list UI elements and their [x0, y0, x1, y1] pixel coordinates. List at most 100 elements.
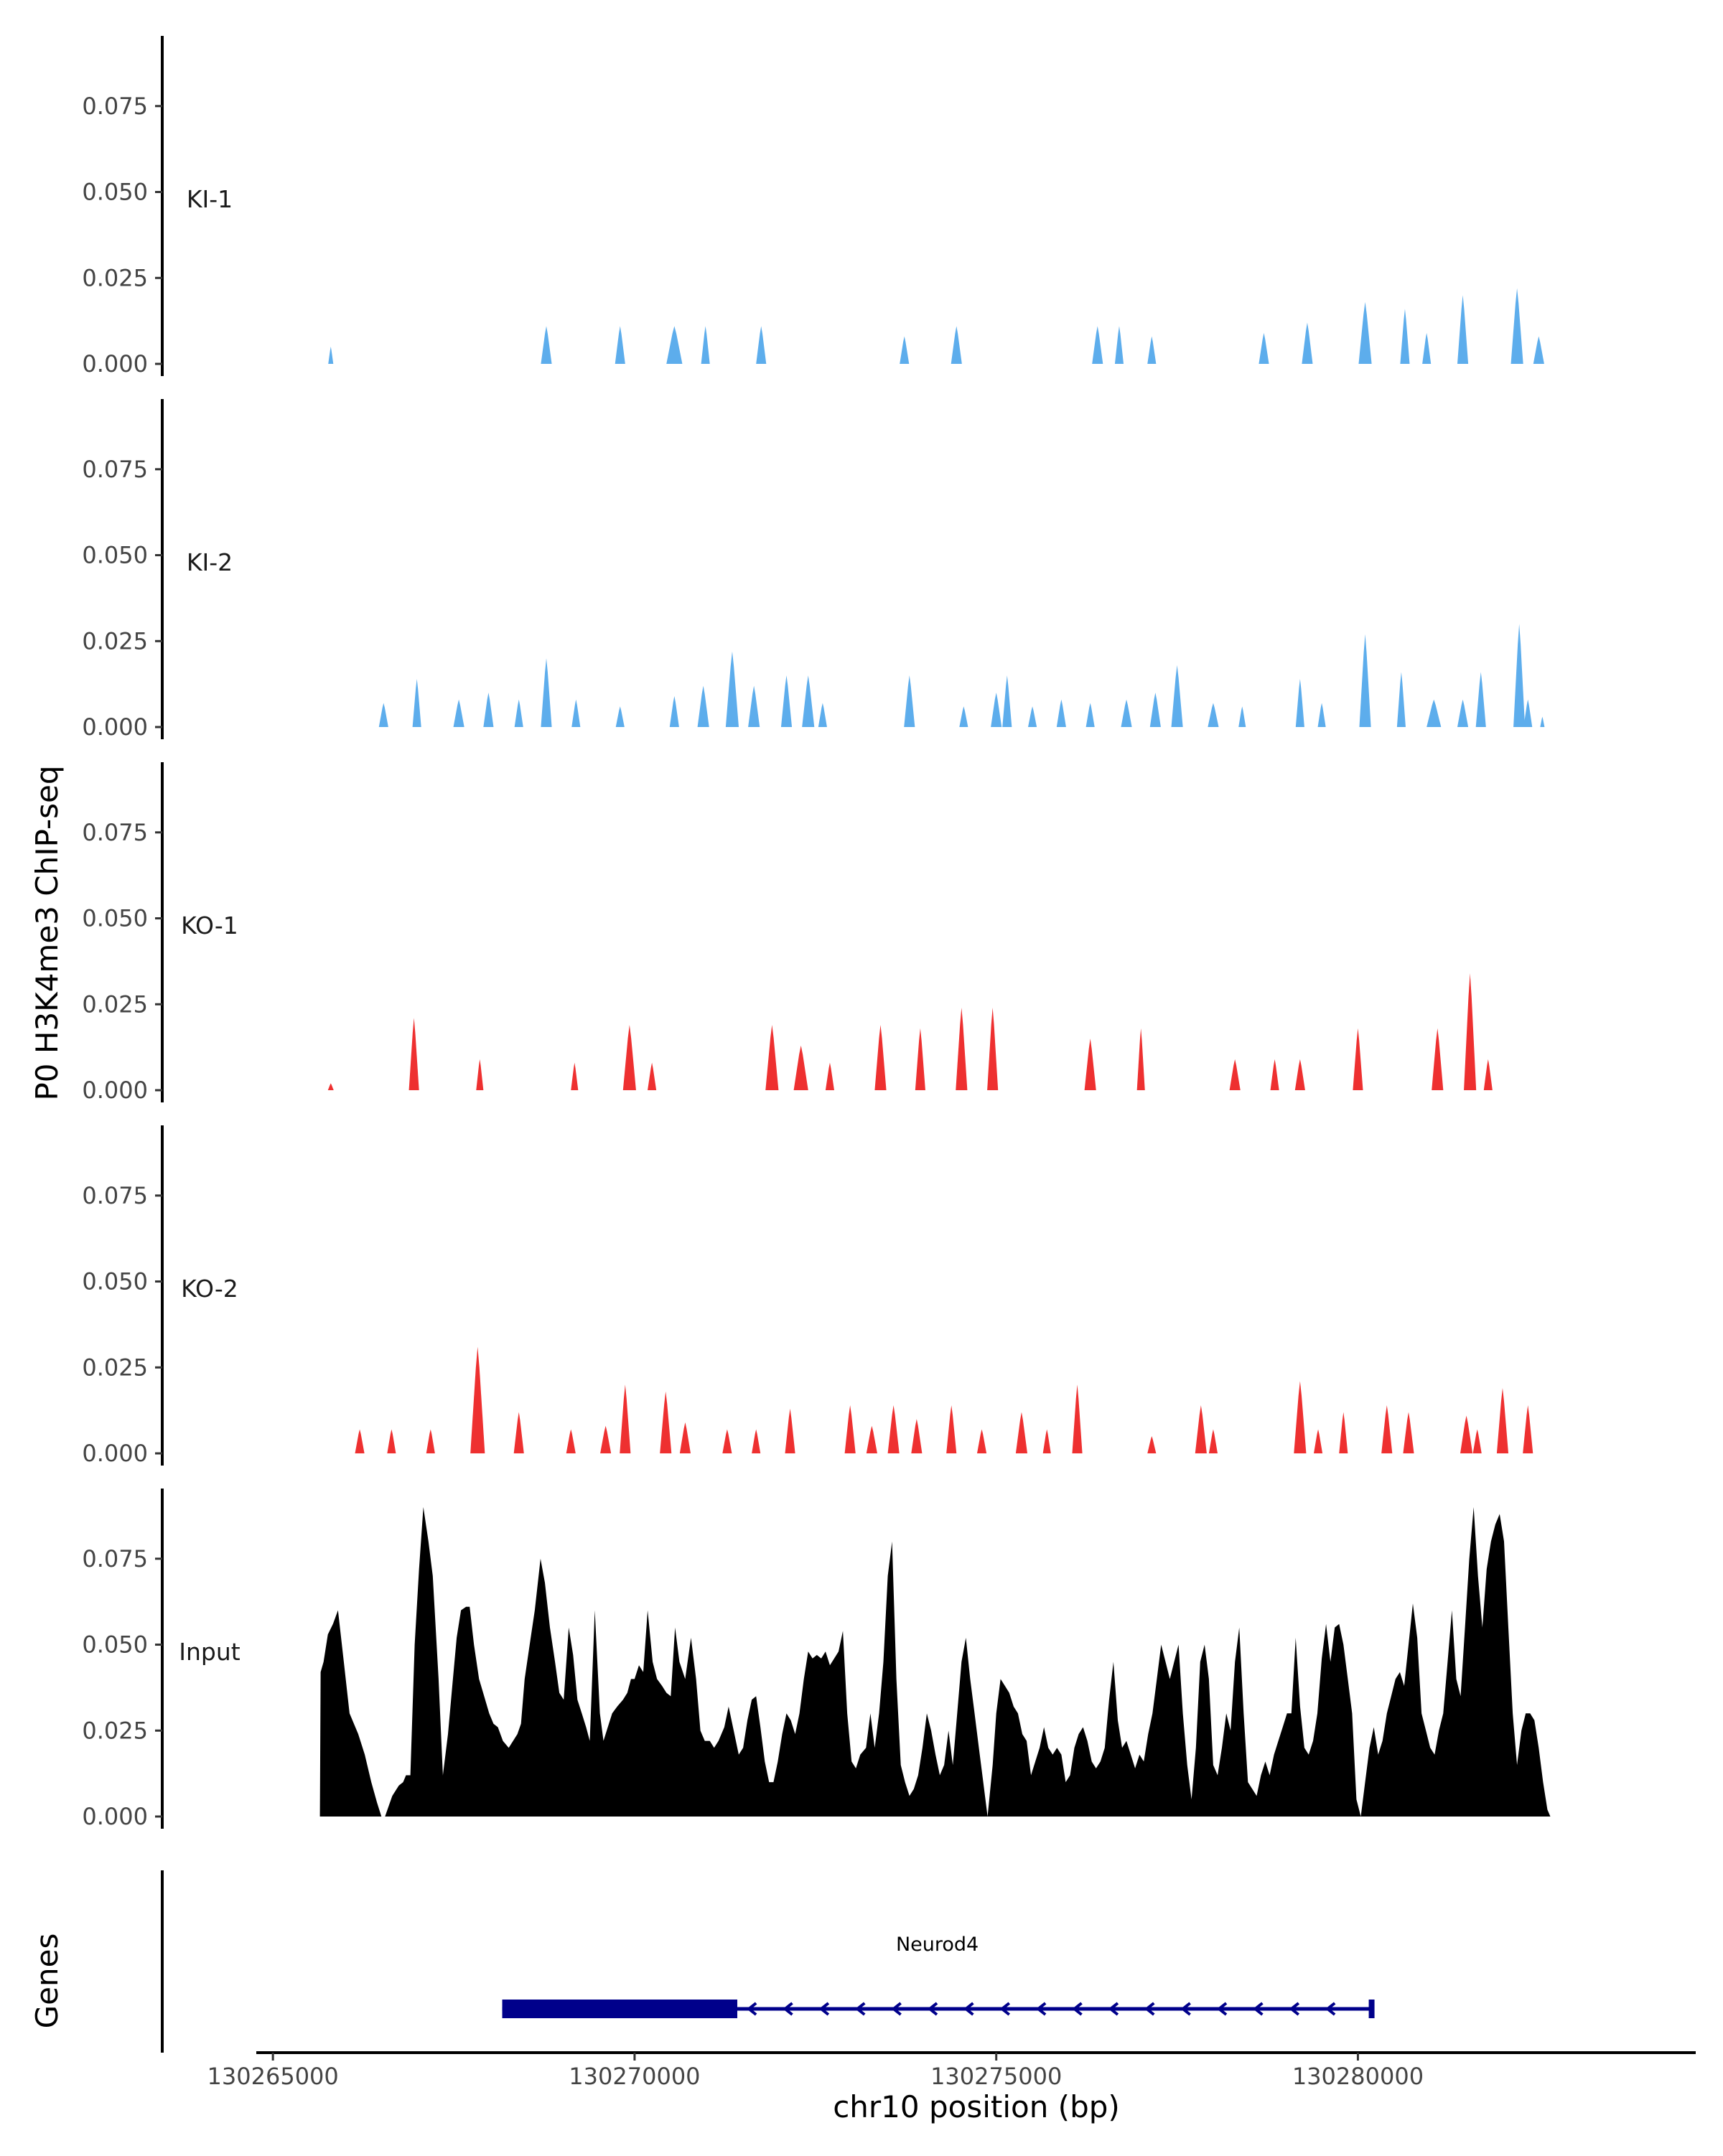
- y-tick-label: 0.050: [82, 179, 148, 206]
- signal-peak: [1259, 332, 1269, 364]
- signal-peak: [679, 1422, 691, 1453]
- track-label: KO-2: [181, 1275, 238, 1303]
- signal-peak: [1171, 665, 1183, 727]
- signal-peak: [566, 1429, 576, 1453]
- strand-arrow: [999, 2002, 1011, 2016]
- signal-peak: [412, 678, 421, 727]
- y-tick-label: 0.050: [82, 1631, 148, 1659]
- signal-peak: [1358, 301, 1372, 364]
- x-tick-label: 130280000: [1292, 2063, 1424, 2090]
- signal-peak: [793, 1045, 808, 1090]
- y-tick-label: 0.075: [82, 1545, 148, 1573]
- y-tick-label: 0.000: [82, 350, 148, 378]
- strand-arrow: [963, 2002, 974, 2016]
- signal-peak: [1294, 1059, 1305, 1090]
- signal-peak: [951, 326, 962, 364]
- signal-peak: [1056, 699, 1066, 727]
- signal-peak: [1432, 1028, 1444, 1090]
- signal-peak: [483, 693, 494, 727]
- y-tick-label: 0.050: [82, 542, 148, 569]
- signal-peak: [802, 675, 815, 727]
- signal-peak: [1540, 716, 1545, 727]
- signal-peak: [660, 1391, 672, 1453]
- strand-arrow: [1072, 2002, 1083, 2016]
- genes-panel: Neurod4: [161, 1870, 1375, 2053]
- y-tick-label: 0.050: [82, 1268, 148, 1295]
- signal-peak: [1136, 1028, 1145, 1090]
- signal-peak: [378, 703, 388, 727]
- x-tick-label: 130270000: [569, 2063, 700, 2090]
- gene-name-label: Neurod4: [896, 1934, 979, 1956]
- y-tick-label: 0.000: [82, 1077, 148, 1104]
- signal-peak: [615, 706, 625, 727]
- track-ki-2: 0.000 0.025 0.050 0.075 KI-2: [82, 399, 1545, 741]
- signal-peak: [725, 651, 739, 727]
- signal-peak: [825, 1062, 834, 1090]
- signal-peak: [1523, 699, 1533, 727]
- signal-peak: [1475, 672, 1486, 727]
- signal-peak: [976, 1429, 987, 1453]
- signal-peak: [571, 699, 581, 727]
- signal-peak: [1149, 693, 1161, 727]
- strand-arrow: [1180, 2002, 1191, 2016]
- y-tick-label: 0.025: [82, 1354, 148, 1381]
- signal-peak: [1084, 1039, 1096, 1090]
- signal-peak: [1422, 332, 1432, 364]
- signal-peak: [1208, 703, 1219, 727]
- signal-peak: [1028, 706, 1037, 727]
- signal-peak: [1302, 322, 1313, 364]
- strand-arrow: [818, 2002, 830, 2016]
- x-axis-title: chr10 position (bp): [833, 2089, 1120, 2124]
- signal-peak: [946, 1405, 957, 1453]
- x-tick-label: 130265000: [207, 2063, 339, 2090]
- strand-arrow: [783, 2002, 793, 2016]
- signal-peak: [1403, 1412, 1414, 1453]
- signal-peak: [571, 1062, 579, 1090]
- y-tick-label: 0.075: [82, 819, 148, 846]
- signal-peak: [1396, 672, 1406, 727]
- signal-peak: [1472, 1429, 1482, 1453]
- track-ko-2: 0.000 0.025 0.050 0.075 KO-2: [82, 1125, 1533, 1467]
- strand-arrow: [1253, 2002, 1264, 2016]
- x-axis: 130265000 130270000 130275000 130280000: [207, 2051, 1696, 2090]
- strand-arrow: [927, 2002, 938, 2016]
- signal-peak: [1270, 1059, 1279, 1090]
- signal-peak: [1092, 326, 1103, 364]
- signal-peak: [1400, 309, 1410, 364]
- signal-peak: [328, 347, 334, 364]
- signal-peak: [470, 1346, 485, 1453]
- signal-peak: [785, 1408, 795, 1453]
- strand-arrow: [891, 2002, 902, 2016]
- signal-peak: [355, 1429, 365, 1453]
- gene-exon: [1368, 2000, 1375, 2018]
- signal-peak: [453, 699, 464, 727]
- signal-peak: [669, 695, 679, 727]
- signal-peak: [666, 326, 683, 364]
- signal-peak: [408, 1018, 419, 1090]
- signal-peak: [874, 1025, 887, 1090]
- track-label: Input: [179, 1638, 241, 1666]
- signal-peak: [1496, 1388, 1509, 1453]
- track-ko-1: 0.000 0.025 0.050 0.075 KO-1: [82, 762, 1493, 1104]
- signal-peak: [956, 1008, 968, 1090]
- signal-peak: [697, 685, 709, 727]
- signal-peak: [1483, 1059, 1493, 1090]
- y-tick-label: 0.025: [82, 264, 148, 291]
- signal-peak: [987, 1008, 999, 1090]
- signal-peak: [1464, 973, 1477, 1090]
- signal-peak: [722, 1429, 732, 1453]
- signal-peak: [648, 1062, 657, 1090]
- track-input: 0.000 0.025 0.050 0.075 Input: [82, 1489, 1551, 1830]
- signal-peak: [1195, 1405, 1207, 1453]
- strand-arrow: [1289, 2002, 1300, 2016]
- tracks-layer: 0.0000.0250.0500.075KI-10.0000.0250.0500…: [82, 36, 1551, 1830]
- signal-peak: [1229, 1059, 1241, 1090]
- signal-peak: [1042, 1429, 1051, 1453]
- strand-arrow: [1216, 2002, 1228, 2016]
- signal-peak: [615, 326, 625, 364]
- signal-peak: [1313, 1429, 1323, 1453]
- strand-arrow: [746, 2002, 757, 2016]
- track-ki-1: 0.000 0.025 0.050 0.075 KI-1: [82, 36, 1544, 378]
- track-label: KI-1: [187, 185, 233, 213]
- signal-peak: [1147, 336, 1157, 364]
